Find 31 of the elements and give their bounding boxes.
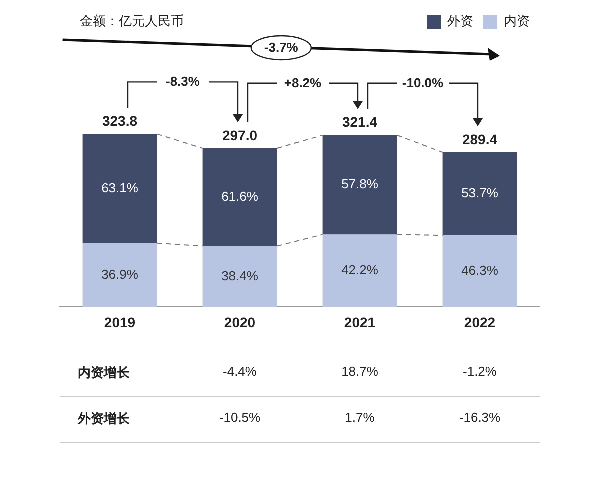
annotation: 61.6%	[222, 188, 259, 204]
text: +8.2%	[284, 75, 322, 90]
text: -10.5%	[219, 410, 261, 425]
annotation: 57.8%	[342, 176, 379, 192]
text: 321.4	[342, 114, 378, 130]
annotation: 63.1%	[102, 180, 139, 196]
text: -16.3%	[459, 410, 501, 425]
x-tick-label: 2022	[464, 314, 496, 330]
x-tick-label: 2019	[104, 314, 136, 330]
text: 金额：亿元人民币	[80, 14, 184, 29]
annotation: 297.0	[222, 127, 258, 144]
text: -1.2%	[463, 364, 497, 379]
text: -8.3%	[166, 74, 200, 90]
annotation: 38.4%	[222, 268, 259, 284]
annotation: 42.2%	[342, 262, 379, 278]
x-tick-label: 2021	[344, 314, 376, 330]
text: 内资增长	[78, 364, 130, 382]
annotation: 46.3%	[462, 262, 499, 278]
text: 18.7%	[342, 364, 378, 379]
text: 外资增长	[78, 410, 130, 428]
x-tick-label: 2020	[224, 314, 256, 330]
legend-label: 内资	[504, 14, 530, 29]
text: -4.4%	[223, 364, 257, 379]
text: -10.0%	[402, 75, 444, 90]
annotation: 53.7%	[462, 186, 499, 201]
text: 1.7%	[345, 410, 375, 425]
annotation: 36.9%	[102, 266, 139, 282]
annotation: 289.4	[462, 131, 498, 148]
text: -3.7%	[264, 40, 299, 55]
legend-label: 外资	[448, 14, 474, 29]
text: 323.8	[102, 113, 138, 130]
